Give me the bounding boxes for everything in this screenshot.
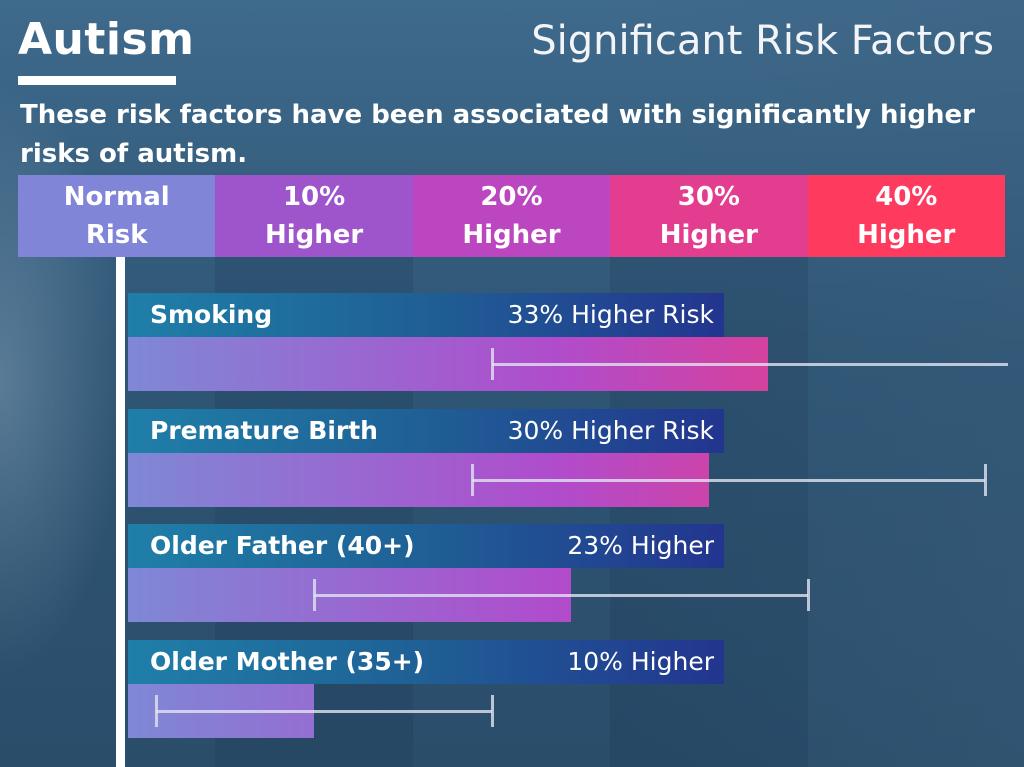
factor-name: Premature Birth (150, 415, 378, 445)
scale-label: 20% Higher (412, 175, 611, 257)
confidence-interval-cap (806, 579, 810, 611)
risk-scale-header: Normal Risk 10% Higher 20% Higher 30% Highe… (18, 175, 1005, 257)
normal-risk-baseline (116, 257, 125, 767)
confidence-interval-cap (313, 579, 317, 611)
confidence-interval-line (491, 363, 1008, 366)
factor-label-bar: Older Mother (35+) 10% Higher (128, 639, 724, 684)
factor-value-label: 23% Higher (567, 531, 714, 560)
factor-name: Older Father (40+) (150, 531, 415, 560)
scale-label: Normal Risk (18, 175, 216, 257)
confidence-interval-cap (471, 463, 475, 496)
factor-value-label: 10% Higher (567, 646, 714, 676)
page-title: Autism (18, 14, 195, 65)
factor-name: Smoking (150, 300, 273, 329)
description: These risk factors have been associated … (20, 100, 976, 169)
factor-value-label: 30% Higher Risk (507, 415, 714, 445)
confidence-interval-line (156, 709, 492, 713)
factor-value-label: 33% Higher Risk (507, 300, 714, 329)
confidence-interval-line (314, 594, 808, 597)
confidence-interval-cap (155, 694, 158, 727)
factor-label-bar: Smoking 33% Higher Risk (128, 293, 724, 337)
scale-label: 40% Higher (807, 175, 1005, 257)
confidence-interval-cap (490, 348, 494, 380)
confidence-interval-cap (490, 694, 494, 727)
confidence-interval-line (472, 478, 986, 482)
factor-label-bar: Premature Birth 30% Higher Risk (128, 408, 724, 453)
scale-label: 10% Higher (215, 175, 413, 257)
factor-label-bar: Older Father (40+) 23% Higher (128, 524, 724, 568)
factor-name: Older Mother (35+) (150, 646, 425, 676)
title-underline (18, 76, 176, 85)
scale-label: 30% Higher (610, 175, 808, 257)
chart-subtitle: Significant Risk Factors (531, 18, 994, 64)
confidence-interval-cap (984, 463, 988, 496)
